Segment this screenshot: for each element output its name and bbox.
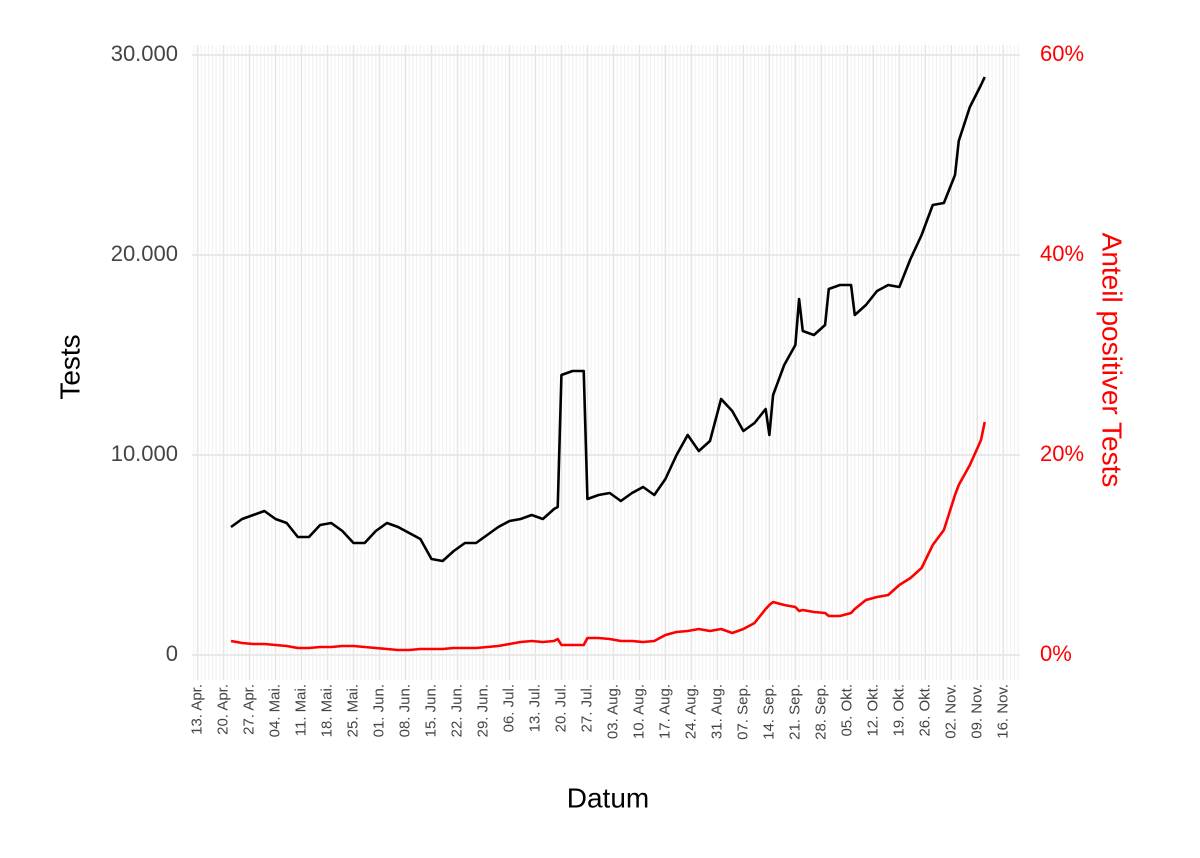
- x-tick-label: 14. Sep.: [760, 684, 777, 740]
- x-tick-label: 09. Nov.: [968, 684, 985, 739]
- y-tick-label: 30.000: [111, 41, 178, 66]
- x-tick-label: 07. Sep.: [734, 684, 751, 740]
- x-tick-label: 17. Aug.: [656, 684, 673, 739]
- x-tick-label: 27. Jul.: [578, 684, 595, 732]
- grid: [192, 45, 1020, 680]
- x-tick-label: 10. Aug.: [630, 684, 647, 739]
- x-tick-label: 02. Nov.: [942, 684, 959, 739]
- x-tick-label: 03. Aug.: [604, 684, 621, 739]
- x-tick-label: 08. Jun.: [396, 684, 413, 737]
- x-tick-label: 26. Okt.: [916, 684, 933, 737]
- x-tick-label: 06. Jul.: [500, 684, 517, 732]
- x-tick-label: 29. Jun.: [474, 684, 491, 737]
- x-tick-label: 27. Apr.: [241, 684, 258, 735]
- x-tick-label: 13. Jul.: [526, 684, 543, 732]
- y2-axis-label: Anteil positiver Tests: [1097, 233, 1128, 488]
- x-axis-label: Datum: [567, 782, 649, 813]
- y2-tick-label: 40%: [1040, 241, 1084, 266]
- y-tick-label: 10.000: [111, 441, 178, 466]
- x-tick-label: 12. Okt.: [864, 684, 881, 737]
- x-tick-label: 18. Mai.: [318, 684, 335, 737]
- series-line: [230, 421, 987, 652]
- y-tick-label: 20.000: [111, 241, 178, 266]
- y2-tick-label: 60%: [1040, 41, 1084, 66]
- x-tick-label: 01. Jun.: [370, 684, 387, 737]
- y-tick-label: 0: [166, 641, 178, 666]
- x-tick-label: 22. Jun.: [448, 684, 465, 737]
- x-tick-label: 15. Jun.: [422, 684, 439, 737]
- x-tick-label: 25. Mai.: [344, 684, 361, 737]
- y-axis-label: Tests: [54, 334, 85, 399]
- x-tick-label: 21. Sep.: [786, 684, 803, 740]
- x-tick-label: 13. Apr.: [189, 684, 206, 735]
- x-tick-label: 20. Jul.: [552, 684, 569, 732]
- x-tick-label: 28. Sep.: [812, 684, 829, 740]
- series-line: [230, 76, 986, 563]
- x-tick-label: 19. Okt.: [890, 684, 907, 737]
- x-tick-label: 20. Apr.: [215, 684, 232, 735]
- x-tick-label: 05. Okt.: [838, 684, 855, 737]
- x-tick-label: 24. Aug.: [682, 684, 699, 739]
- y2-tick-label: 20%: [1040, 441, 1084, 466]
- x-tick-label: 16. Nov.: [994, 684, 1011, 739]
- x-tick-label: 04. Mai.: [267, 684, 284, 737]
- x-tick-label: 11. Mai.: [293, 684, 310, 736]
- y2-tick-label: 0%: [1040, 641, 1072, 666]
- x-tick-label: 31. Aug.: [708, 684, 725, 739]
